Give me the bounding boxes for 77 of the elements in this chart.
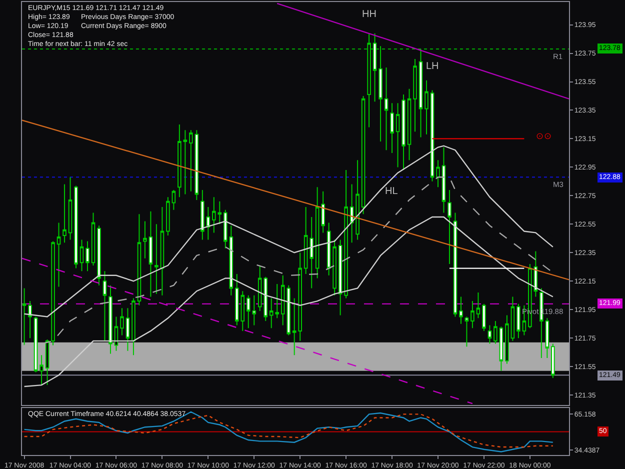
candlestick [516, 303, 520, 339]
candlestick [418, 48, 423, 138]
candlestick [62, 184, 66, 244]
candlestick [28, 300, 32, 339]
candlestick [482, 303, 486, 332]
candlestick [488, 324, 492, 344]
candlestick [102, 270, 107, 342]
candlestick [166, 196, 170, 236]
candlestick [356, 160, 360, 240]
candlestick [384, 67, 388, 151]
candlestick [390, 102, 394, 154]
candlestick [545, 318, 550, 359]
candlestick [442, 146, 446, 214]
candlestick [344, 170, 348, 299]
candlestick [464, 316, 469, 348]
candlestick [212, 196, 216, 234]
candlestick [114, 316, 118, 352]
candlestick [91, 212, 96, 266]
candlestick [499, 326, 504, 372]
candlestick [108, 284, 112, 354]
candlestick [413, 58, 417, 132]
candlestick [200, 189, 204, 240]
candlestick [126, 308, 130, 352]
candlestick [436, 160, 440, 188]
candlestick [148, 210, 153, 298]
annotation: HH [362, 9, 376, 20]
candlestick [510, 296, 515, 342]
candlestick [40, 354, 44, 386]
candlestick [178, 124, 182, 198]
candlestick [534, 250, 538, 298]
candlestick [160, 206, 164, 296]
candlestick [430, 90, 434, 182]
candlestick [424, 80, 428, 135]
candlestick [80, 239, 84, 272]
candlestick [378, 46, 382, 142]
candlestick [172, 189, 176, 210]
candlestick [56, 222, 61, 288]
candlestick [372, 32, 377, 102]
candlestick [137, 214, 142, 306]
annotation: LH [426, 61, 439, 72]
candlestick [143, 220, 147, 259]
candlestick [97, 225, 101, 286]
candlestick [154, 224, 158, 294]
candlestick [51, 240, 55, 346]
candlestick [120, 308, 124, 336]
candlestick [218, 200, 222, 225]
candlestick [315, 186, 320, 279]
candlestick [45, 338, 50, 386]
candlestick [189, 130, 193, 192]
candlestick [448, 189, 452, 265]
candlestick [367, 32, 371, 128]
candlestick [396, 102, 400, 168]
candlestick [338, 239, 342, 316]
candlestick [74, 185, 78, 269]
candlestick [505, 314, 509, 364]
annotation: HL [385, 186, 398, 197]
candlestick [183, 130, 188, 195]
candlestick [470, 300, 474, 329]
candlestick [86, 240, 90, 272]
candlestick [459, 296, 463, 324]
candlestick [34, 316, 38, 373]
candlestick [326, 222, 331, 276]
candlestick [361, 95, 366, 215]
candlestick [132, 298, 136, 356]
candlestick [206, 206, 210, 240]
candlestick [402, 94, 406, 171]
candlestick [476, 292, 480, 319]
candlestick [22, 288, 26, 346]
candlestick [68, 176, 72, 240]
candlestick [551, 343, 555, 378]
candlestick [494, 320, 498, 344]
candlestick [332, 239, 336, 296]
candlestick [407, 88, 412, 161]
candlestick [350, 184, 354, 244]
series-label: ⊙⊙ [536, 131, 552, 141]
candlestick [321, 190, 325, 234]
candlestick [194, 130, 199, 200]
